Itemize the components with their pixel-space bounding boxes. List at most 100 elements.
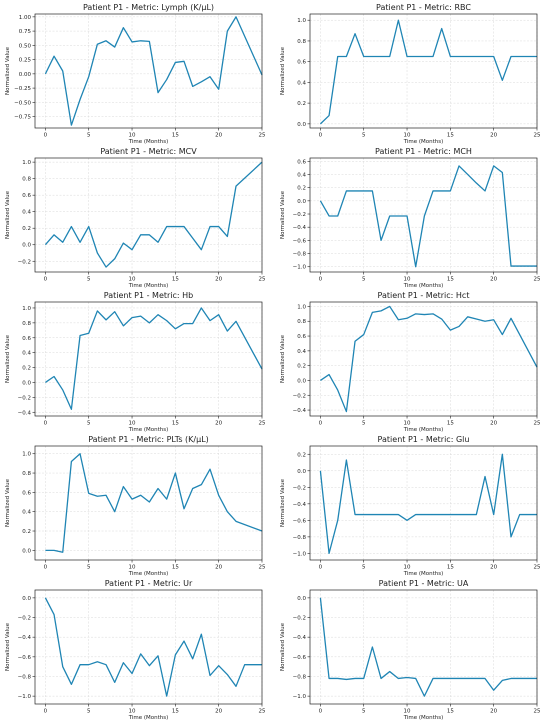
y-tick-label: −0.6 [293,655,307,661]
y-axis-label: Normalized Value [5,190,11,239]
y-tick-label: −0.8 [18,674,32,680]
y-tick-label: 0.00 [19,72,32,78]
y-tick-label: −0.8 [293,535,307,541]
line-chart: 0 5 10 15 20 25 −1.0 −0.8 −0.6 −0.4 −0.2 0.0 Patient… [280,579,541,720]
y-tick-label: 0.8 [22,471,31,477]
series-line [319,453,537,555]
chart-title: Patient P1 - Metric: Glu [378,435,470,444]
line-chart: 0 5 10 15 20 25 0.0 0.2 0.4 0.6 0.8 1.0 Patient P1 -… [5,435,266,577]
y-tick-label: 0.6 [22,490,31,496]
x-tick-label: 15 [447,709,454,715]
chart-title: Patient P1 - Metric: Hb [104,291,194,300]
y-tick-label: 0.6 [297,60,306,66]
y-tick-label: −1.0 [18,694,32,700]
y-tick-label: −0.2 [293,485,306,491]
x-tick-label: 5 [362,709,366,715]
x-tick-label: 25 [259,133,266,139]
chart-panel: 0 5 10 15 20 25 −0.2 0.0 0.2 0.4 0.6 0.8 1.0 Patient … [0,144,275,289]
plot-frame [34,589,263,705]
y-tick-label: 0.0 [297,199,306,205]
chart-title: Patient P1 - Metric: Ur [105,579,193,588]
x-tick-label: 0 [44,277,48,283]
x-tick-label: 5 [362,277,366,283]
y-tick-label: 0.0 [22,243,31,249]
y-tick-label: 1.0 [297,304,306,310]
plot-frame [309,589,538,705]
y-tick-label: −1.0 [293,694,307,700]
y-tick-label: 1.0 [22,306,31,312]
y-axis-label: Normalized Value [5,334,11,383]
chart-panel: 0 5 10 15 20 25 −0.4 −0.2 0.0 0.2 0.4 0.6 0.8 1.0 Pati… [275,288,550,433]
y-tick-label: 0.4 [297,349,306,355]
y-tick-label: 1.00 [19,15,32,21]
y-tick-label: 0.8 [297,319,306,325]
y-tick-label: −0.8 [293,252,307,258]
x-axis-label: Time (Months) [403,139,444,145]
series-line [44,161,263,268]
chart-panel: 0 5 10 15 20 25 −0.4 −0.2 0.0 0.2 0.4 0.6 0.8 1.0 Pati… [0,288,275,433]
x-tick-label: 10 [129,565,136,571]
y-tick-label: −0.6 [18,655,32,661]
y-tick-label: −0.50 [14,100,31,106]
x-tick-label: 25 [259,565,266,571]
y-tick-label: 0.2 [297,452,306,458]
chart-panel: 0 5 10 15 20 25 0.0 0.2 0.4 0.6 0.8 1.0 Patient P1 -… [0,432,275,577]
x-tick-label: 15 [447,277,454,283]
y-tick-label: 0.8 [297,39,306,45]
y-tick-label: −0.2 [18,259,31,265]
x-tick-label: 0 [44,421,48,427]
y-tick-label: 0.2 [297,101,306,107]
x-tick-label: 0 [44,133,48,139]
line-chart: 0 5 10 15 20 25 −0.4 −0.2 0.0 0.2 0.4 0.6 0.8 1.0 Pati… [5,291,266,433]
x-tick-label: 25 [534,421,541,427]
y-tick-label: −0.4 [293,502,307,508]
x-tick-label: 20 [215,277,222,283]
y-tick-label: 0.6 [22,336,31,342]
x-tick-label: 10 [129,709,136,715]
y-tick-label: 0.2 [22,529,31,535]
x-tick-label: 15 [172,709,179,715]
plot-frame [309,13,538,129]
y-axis-label: Normalized Value [280,190,286,239]
y-tick-label: −0.2 [293,393,306,399]
chart-panel: 0 5 10 15 20 25 0.0 0.2 0.4 0.6 0.8 1.0 Patient P1 -… [275,0,550,145]
line-chart: 0 5 10 15 20 25 −0.2 0.0 0.2 0.4 0.6 0.8 1.0 Patient … [5,147,266,289]
y-tick-label: 1.0 [297,18,306,24]
x-tick-label: 15 [447,565,454,571]
y-tick-label: 0.8 [22,321,31,327]
x-axis-label: Time (Months) [403,571,444,577]
chart-title: Patient P1 - Metric: PLTs (K/μL) [88,435,209,444]
x-tick-label: 0 [319,133,323,139]
x-tick-label: 20 [490,421,497,427]
chart-title: Patient P1 - Metric: Hct [378,291,470,300]
y-tick-label: −1.0 [293,551,307,557]
x-tick-label: 5 [87,421,91,427]
y-tick-label: 0.0 [297,596,306,602]
x-tick-label: 20 [490,133,497,139]
series-line [45,453,263,553]
x-tick-label: 25 [259,421,266,427]
y-tick-label: 0.2 [297,364,306,370]
line-chart: 0 5 10 15 20 25 −0.4 −0.2 0.0 0.2 0.4 0.6 0.8 1.0 Pati… [280,291,541,433]
y-tick-label: 0.0 [22,548,31,554]
x-axis-label: Time (Months) [128,283,169,289]
x-axis-label: Time (Months) [403,283,444,289]
series-line [319,597,537,697]
y-tick-label: −0.4 [293,635,307,641]
x-axis-label: Time (Months) [128,571,169,577]
y-tick-label: 0.0 [297,122,306,128]
x-tick-label: 15 [172,565,179,571]
x-tick-label: 0 [44,709,48,715]
y-tick-label: 0.2 [22,226,31,232]
x-tick-label: 5 [87,133,91,139]
y-tick-label: −0.4 [293,225,307,231]
x-tick-label: 10 [404,277,411,283]
x-tick-label: 0 [44,565,48,571]
plot-frame [34,301,263,417]
x-tick-label: 20 [490,709,497,715]
x-tick-label: 25 [259,709,266,715]
y-tick-label: −0.25 [14,86,31,92]
plot-frame [309,301,538,417]
line-chart: 0 5 10 15 20 25 −1.0 −0.8 −0.6 −0.4 −0.2 0.0 0.2 0.4 0… [280,147,541,289]
